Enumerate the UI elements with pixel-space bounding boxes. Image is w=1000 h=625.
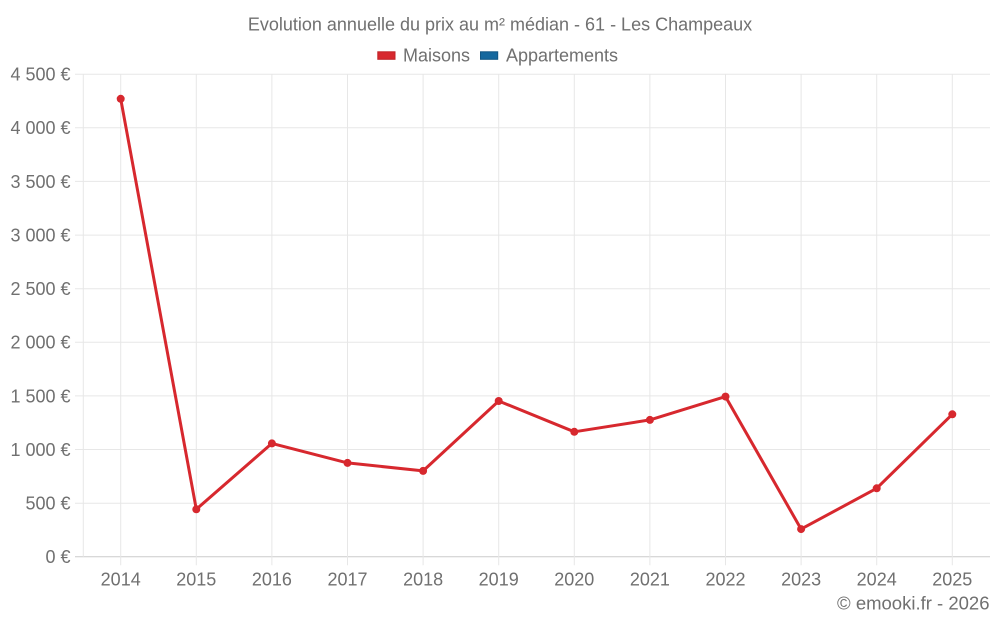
- svg-text:2024: 2024: [857, 570, 897, 590]
- svg-text:2016: 2016: [252, 570, 292, 590]
- svg-text:2020: 2020: [554, 570, 594, 590]
- svg-text:3 500 €: 3 500 €: [10, 172, 70, 192]
- svg-text:Appartements: Appartements: [506, 46, 618, 66]
- svg-text:500 €: 500 €: [25, 494, 70, 514]
- svg-text:2025: 2025: [932, 570, 972, 590]
- svg-text:2017: 2017: [327, 570, 367, 590]
- svg-text:2 000 €: 2 000 €: [10, 333, 70, 353]
- svg-text:2019: 2019: [479, 570, 519, 590]
- svg-text:4 000 €: 4 000 €: [10, 118, 70, 138]
- svg-text:Evolution annuelle du prix au: Evolution annuelle du prix au m² médian …: [248, 15, 752, 35]
- svg-text:1 000 €: 1 000 €: [10, 440, 70, 460]
- svg-text:Maisons: Maisons: [403, 46, 470, 66]
- svg-text:2018: 2018: [403, 570, 443, 590]
- svg-text:3 000 €: 3 000 €: [10, 226, 70, 246]
- svg-text:2015: 2015: [176, 570, 216, 590]
- svg-text:2014: 2014: [101, 570, 141, 590]
- svg-text:4 500 €: 4 500 €: [10, 65, 70, 85]
- svg-text:2022: 2022: [705, 570, 745, 590]
- svg-text:© emooki.fr - 2026: © emooki.fr - 2026: [837, 593, 989, 614]
- svg-text:0 €: 0 €: [45, 547, 70, 567]
- svg-text:1 500 €: 1 500 €: [10, 386, 70, 406]
- svg-text:2023: 2023: [781, 570, 821, 590]
- svg-text:2021: 2021: [630, 570, 670, 590]
- svg-text:2 500 €: 2 500 €: [10, 279, 70, 299]
